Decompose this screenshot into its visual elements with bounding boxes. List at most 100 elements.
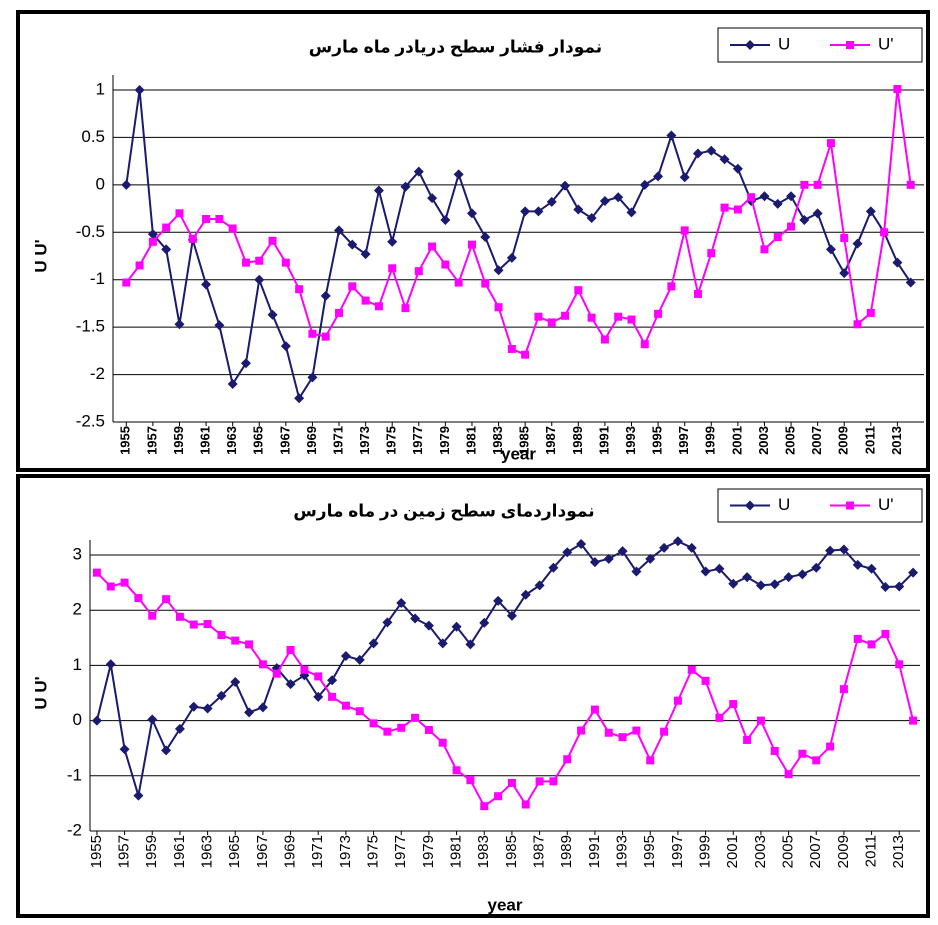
data-point [617,546,628,557]
data-point [411,713,420,722]
data-point [347,239,358,250]
x-tick-label: 1985 [517,426,532,455]
data-point [188,234,197,243]
data-point [769,579,780,590]
data-point [701,676,710,685]
data-point [202,703,213,714]
data-point [560,180,571,191]
data-point [454,278,463,287]
data-point [91,715,102,726]
data-point [586,213,597,224]
data-point [865,206,876,217]
x-tick-label: 1995 [650,426,665,455]
x-tick-label: 1983 [475,835,492,868]
data-point [534,312,543,321]
data-point [659,542,670,553]
data-point [895,660,904,669]
x-tick-label: 1975 [384,426,399,455]
x-tick-label: 1987 [531,835,548,868]
data-point [423,620,434,631]
data-point [440,214,451,225]
data-point [892,257,903,268]
data-point [576,538,587,549]
data-point [706,145,717,156]
x-axis-label: year [501,444,536,463]
data-point [320,290,331,301]
x-tick-label: 1971 [330,426,345,455]
y-axis-label: U U' [31,676,50,709]
data-point [451,621,462,632]
data-point [135,261,144,270]
data-point [230,676,241,687]
x-tick-label: 1961 [171,835,188,868]
x-tick-label: 1967 [254,835,271,868]
y-tick-label: -1 [90,269,105,288]
x-tick-label: 1991 [586,835,603,868]
data-point [840,233,849,242]
x-tick-label: 1981 [463,426,478,455]
chart-title: نمودار فشار سطح دریادر ماه مارس [309,37,602,57]
data-point [280,341,291,352]
data-point [839,685,848,694]
data-point [294,393,305,404]
x-tick-label: 1959 [171,426,186,455]
data-point [733,205,742,214]
data-point [714,563,725,574]
data-point [189,620,198,629]
data-point [493,265,504,276]
x-tick-label: 2013 [890,835,907,868]
x-tick-label: 1969 [282,835,299,868]
data-point [335,308,344,317]
data-point [401,304,410,313]
data-point [133,790,144,801]
data-point [507,778,516,787]
data-point [441,260,450,269]
x-tick-label: 2001 [724,835,741,868]
data-point [574,286,583,295]
data-point [756,716,765,725]
data-point [388,264,397,273]
x-tick-label: 1983 [490,426,505,455]
y-tick-label: 2 [73,600,82,619]
data-point [719,154,730,165]
y-tick-label: -0.5 [76,222,105,241]
x-axis-label: year [488,895,523,914]
x-tick-label: 1955 [118,426,133,455]
data-point [563,755,572,764]
data-point [286,645,295,654]
data-point [480,232,491,243]
data-point [382,617,393,628]
data-point [203,620,212,628]
data-point [428,242,437,251]
x-tick-label: 1957 [144,426,159,455]
data-point [120,578,129,587]
x-tick-label: 1965 [226,835,243,868]
x-tick-label: 2009 [835,835,852,868]
data-point [666,130,677,141]
data-point [227,379,238,390]
data-point [797,569,808,580]
data-point [603,553,614,564]
x-tick-label: 1955 [88,835,105,868]
data-point [811,562,822,573]
data-point [437,638,448,649]
x-tick-label: 1973 [337,835,354,868]
y-tick-label: 0 [73,710,82,729]
data-point [813,180,822,189]
data-point [348,282,357,291]
data-point [506,610,517,621]
data-point [632,726,641,735]
data-point [534,580,545,591]
data-point [424,725,433,734]
data-point [618,733,627,742]
data-point [826,139,835,148]
x-tick-label: 1977 [410,426,425,455]
y-tick-label: -2.5 [76,411,105,430]
data-point [742,572,753,583]
data-point [640,340,649,349]
data-point [646,756,655,765]
data-point [645,553,656,564]
data-point [121,179,132,190]
y-tick-label: 1 [73,655,82,674]
